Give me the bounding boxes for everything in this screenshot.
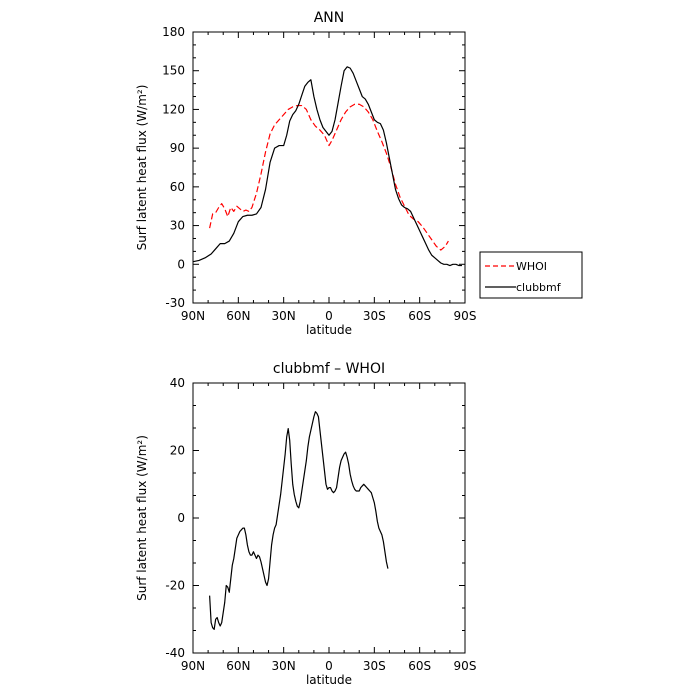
y-tick-label: -30 [165,296,185,310]
chart-panel-1: 90N 60N 30N 0 30S 60S 90S -30 0 30 60 90 120 150 180 AN… [135,10,583,337]
series-line-diff-0 [209,411,389,630]
series-line-clubbmf [193,66,462,267]
y-tick-label: 0 [177,511,185,525]
plot-frame [192,31,466,304]
legend-label-whoi: WHOI [516,260,547,273]
chart-panel-2: 90N 60N 30N 0 30S 60S 90S -40 -20 0 20 40 clubbmf – … [135,361,476,687]
x-tick-label: 90N [181,659,205,673]
chart-title: ANN [314,10,345,26]
x-tick-label: 0 [325,309,333,323]
y-tick-label: 40 [170,376,185,390]
y-axis-label: Surf latent heat flux (W/m²) [135,85,149,251]
x-tick-label: 60N [226,309,250,323]
y-tick-label: 30 [170,219,185,233]
chart-title: clubbmf – WHOI [273,361,385,377]
x-tick-label: 30S [363,309,386,323]
y-tick-label: 60 [170,180,185,194]
y-tick-label: 0 [177,257,185,271]
y-tick-label: 90 [170,141,185,155]
legend: WHOI clubbmf [479,251,583,299]
x-tick-label: 30N [272,659,296,673]
x-axis-label: latitude [306,323,352,337]
series-line-whoi [209,103,449,251]
y-tick-label: 150 [162,64,185,78]
y-axis-label: Surf latent heat flux (W/m²) [135,435,149,601]
legend-label-clubbmf: clubbmf [516,281,562,294]
x-tick-label: 60N [226,659,250,673]
y-tick-label: 120 [162,102,185,116]
x-tick-label: 90S [454,659,477,673]
x-tick-label: 90S [454,309,477,323]
y-tick-label: 180 [162,25,185,39]
x-tick-label: 0 [325,659,333,673]
x-axis-label: latitude [306,673,352,687]
plot-frame [192,382,466,654]
y-tick-label: 20 [170,444,185,458]
x-tick-label: 30N [272,309,296,323]
legend-box [479,251,583,299]
x-tick-label: 90N [181,309,205,323]
x-tick-label: 60S [408,659,431,673]
x-tick-label: 60S [408,309,431,323]
y-tick-label: -20 [165,579,185,593]
y-tick-label: -40 [165,646,185,660]
x-tick-label: 30S [363,659,386,673]
